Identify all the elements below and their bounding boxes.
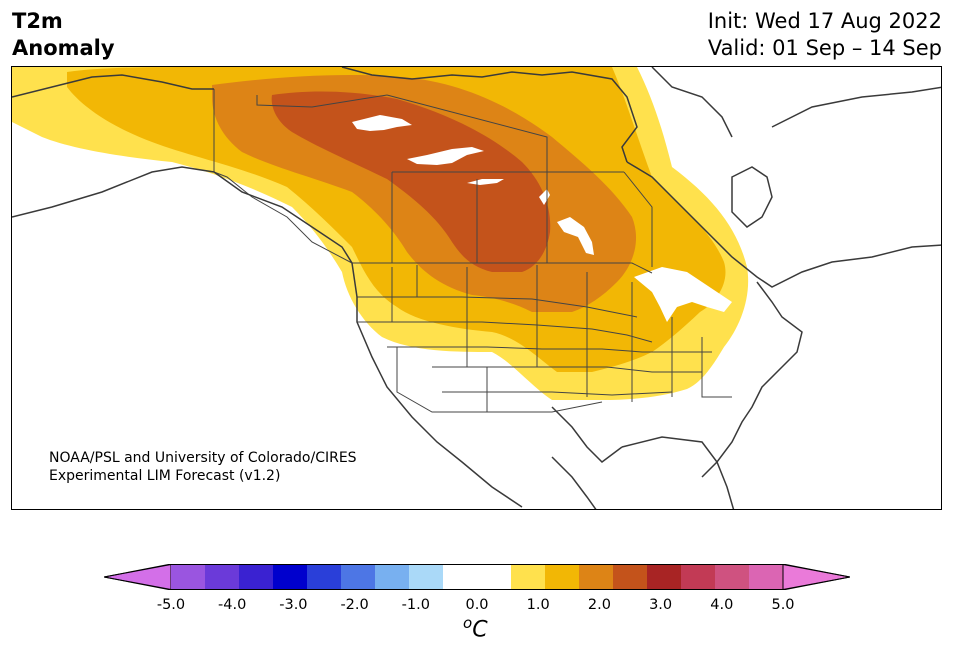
colorbar-tick-label: -1.0 xyxy=(401,597,430,613)
great-bear-lake xyxy=(352,115,412,131)
anomaly-map xyxy=(11,66,942,510)
colorbar-arrow-high xyxy=(782,564,850,590)
great-slave-lake xyxy=(407,147,484,165)
coastlines xyxy=(12,67,941,509)
credit-text: NOAA/PSL and University of Colorado/CIRE… xyxy=(49,449,357,485)
colorbar-segment xyxy=(511,564,546,590)
colorbar-unit: oC xyxy=(463,614,488,642)
colorbar-segment xyxy=(647,564,682,590)
valid-date: Valid: 01 Sep – 14 Sep xyxy=(707,36,942,60)
credit-line-2: Experimental LIM Forecast (v1.2) xyxy=(49,468,281,484)
colorbar-tick-label: -4.0 xyxy=(218,597,247,613)
colorbar-segment xyxy=(341,564,376,590)
map-canvas xyxy=(12,67,941,509)
great-lakes xyxy=(634,267,732,322)
colorbar-tick-label: 1.0 xyxy=(526,597,550,613)
colorbar-tick-label: -5.0 xyxy=(156,597,186,613)
colorbar-segment xyxy=(681,564,716,590)
colorbar-tick-label: 4.0 xyxy=(710,597,734,613)
colorbar-tick-label: 5.0 xyxy=(771,597,795,613)
init-date: Init: Wed 17 Aug 2022 xyxy=(707,9,942,33)
lake-athabasca xyxy=(467,179,504,185)
colorbar-tick-label: -3.0 xyxy=(279,597,308,613)
colorbar-segment xyxy=(749,564,784,590)
anomaly-band-2-0 xyxy=(271,91,551,272)
colorbar-arrow-low xyxy=(104,564,172,590)
colorbar-segment xyxy=(443,564,478,590)
colorbar-segment xyxy=(171,564,206,590)
lake-winnipeg xyxy=(557,217,594,255)
title-line-1: T2m xyxy=(12,9,63,33)
colorbar-tick-label: 0.0 xyxy=(465,597,489,613)
map-title: T2m Anomaly xyxy=(12,8,115,62)
colorbar-tick-label: 2.0 xyxy=(587,597,611,613)
colorbar-segment xyxy=(579,564,614,590)
colorbar-segment xyxy=(273,564,308,590)
colorbar-ticks: -5.0 -4.0 -3.0 -2.0 -1.0 0.0 1.0 2.0 3.0 4.0 5.0 xyxy=(0,597,953,617)
colorbar-segment xyxy=(545,564,580,590)
title-line-2: Anomaly xyxy=(12,36,115,60)
colorbar-segment xyxy=(715,564,750,590)
colorbar-segment xyxy=(409,564,444,590)
unit-letter: C xyxy=(472,617,488,643)
colorbar-segment xyxy=(477,564,512,590)
colorbar-segment xyxy=(205,564,240,590)
unit-degree: o xyxy=(463,614,473,632)
colorbar-segment xyxy=(375,564,410,590)
colorbar xyxy=(104,564,850,590)
colorbar-outline xyxy=(104,564,850,590)
credit-line-1: NOAA/PSL and University of Colorado/CIRE… xyxy=(49,450,357,466)
colorbar-tick-label: -2.0 xyxy=(340,597,369,613)
colorbar-segment xyxy=(613,564,648,590)
colorbar-segment xyxy=(307,564,342,590)
colorbar-tick-label: 3.0 xyxy=(649,597,673,613)
forecast-dates: Init: Wed 17 Aug 2022 Valid: 01 Sep – 14… xyxy=(708,8,942,62)
colorbar-segment xyxy=(239,564,274,590)
